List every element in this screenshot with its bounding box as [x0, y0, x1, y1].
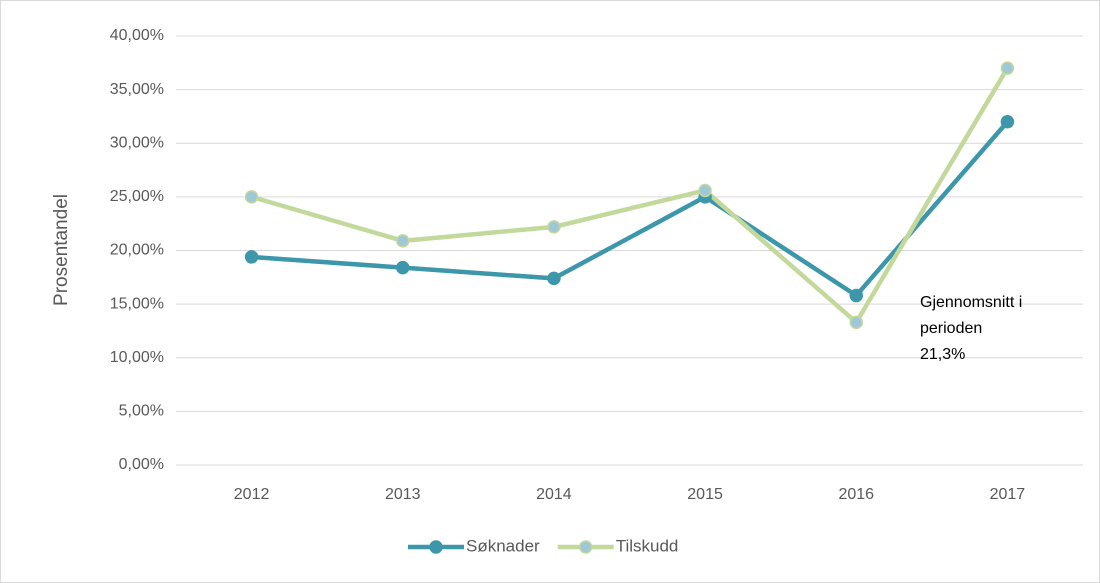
- x-tick-label: 2015: [687, 486, 723, 503]
- data-point: [396, 234, 410, 248]
- y-tick-label: 25,00%: [110, 188, 164, 205]
- annotation: perioden: [920, 320, 982, 337]
- series-line: [250, 67, 1010, 325]
- data-point: [1000, 61, 1015, 75]
- legend-label: Søknader: [466, 536, 540, 555]
- y-tick-label: 5,00%: [119, 403, 164, 420]
- y-tick-label: 20,00%: [110, 242, 164, 259]
- x-tick-label: 2017: [990, 486, 1026, 503]
- x-tick-label: 2014: [536, 486, 572, 503]
- annotation: 21,3%: [920, 346, 965, 363]
- data-point: [244, 190, 259, 204]
- y-tick-label: 35,00%: [110, 81, 164, 98]
- y-tick-label: 40,00%: [110, 27, 164, 44]
- data-point: [698, 183, 712, 198]
- series-line: [251, 120, 1010, 298]
- annotation: Gjennomsnitt i: [920, 294, 1022, 311]
- data-point: [849, 288, 863, 303]
- legend-label: Tilskudd: [616, 536, 679, 555]
- y-tick-label: 0,00%: [119, 456, 164, 473]
- y-tick-label: 30,00%: [110, 134, 164, 151]
- y-tick-label: 15,00%: [110, 295, 164, 312]
- x-tick-label: 2012: [234, 486, 270, 503]
- data-point: [244, 250, 259, 264]
- legend-marker: [429, 540, 443, 554]
- legend-marker: [578, 540, 593, 554]
- data-point: [1000, 115, 1015, 129]
- data-point: [849, 315, 863, 330]
- x-tick-label: 2016: [838, 486, 874, 503]
- data-point: [547, 220, 561, 234]
- data-point: [396, 260, 410, 275]
- data-point: [547, 271, 561, 286]
- y-axis-label: Prosentandel: [51, 194, 72, 306]
- y-tick-label: 10,00%: [110, 349, 164, 366]
- x-tick-label: 2013: [385, 486, 421, 503]
